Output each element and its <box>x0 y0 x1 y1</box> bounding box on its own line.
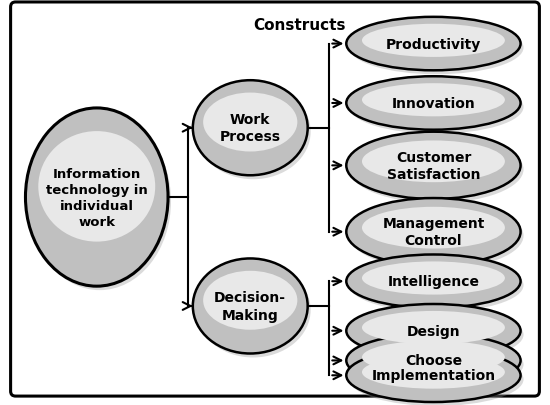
Text: Intelligence: Intelligence <box>387 275 480 288</box>
Text: Choose: Choose <box>405 354 462 367</box>
Ellipse shape <box>362 311 505 344</box>
Ellipse shape <box>346 132 521 200</box>
Ellipse shape <box>362 207 505 249</box>
Text: Information
technology in
individual
work: Information technology in individual wor… <box>46 167 147 228</box>
Ellipse shape <box>349 353 524 405</box>
Ellipse shape <box>349 81 524 134</box>
Ellipse shape <box>193 259 307 354</box>
Ellipse shape <box>362 356 505 389</box>
Ellipse shape <box>349 308 524 362</box>
Ellipse shape <box>346 255 521 308</box>
Ellipse shape <box>362 262 505 295</box>
Text: Customer
Satisfaction: Customer Satisfaction <box>387 150 480 181</box>
Ellipse shape <box>349 259 524 312</box>
Ellipse shape <box>346 77 521 130</box>
Ellipse shape <box>196 85 311 180</box>
Ellipse shape <box>346 304 521 358</box>
Ellipse shape <box>346 334 521 387</box>
Ellipse shape <box>39 132 155 242</box>
Ellipse shape <box>349 202 524 270</box>
Text: Work
Process: Work Process <box>220 113 280 144</box>
Text: Innovation: Innovation <box>392 97 475 111</box>
FancyBboxPatch shape <box>10 3 540 396</box>
Ellipse shape <box>349 22 524 75</box>
Ellipse shape <box>346 349 521 402</box>
Text: Management
Control: Management Control <box>382 217 485 248</box>
Ellipse shape <box>203 271 298 330</box>
Ellipse shape <box>349 136 524 203</box>
Ellipse shape <box>362 141 505 183</box>
Text: Constructs: Constructs <box>254 18 346 33</box>
Ellipse shape <box>362 84 505 117</box>
Ellipse shape <box>203 93 298 152</box>
Ellipse shape <box>196 263 311 358</box>
Ellipse shape <box>29 113 171 290</box>
Ellipse shape <box>362 25 505 58</box>
Ellipse shape <box>349 338 524 391</box>
Text: Design: Design <box>406 324 460 338</box>
Text: Implementation: Implementation <box>371 369 496 382</box>
Ellipse shape <box>362 341 505 374</box>
Text: Productivity: Productivity <box>386 38 481 51</box>
Ellipse shape <box>346 198 521 266</box>
Ellipse shape <box>25 109 168 286</box>
Ellipse shape <box>346 18 521 71</box>
Text: Decision-
Making: Decision- Making <box>214 291 286 322</box>
Ellipse shape <box>193 81 307 176</box>
